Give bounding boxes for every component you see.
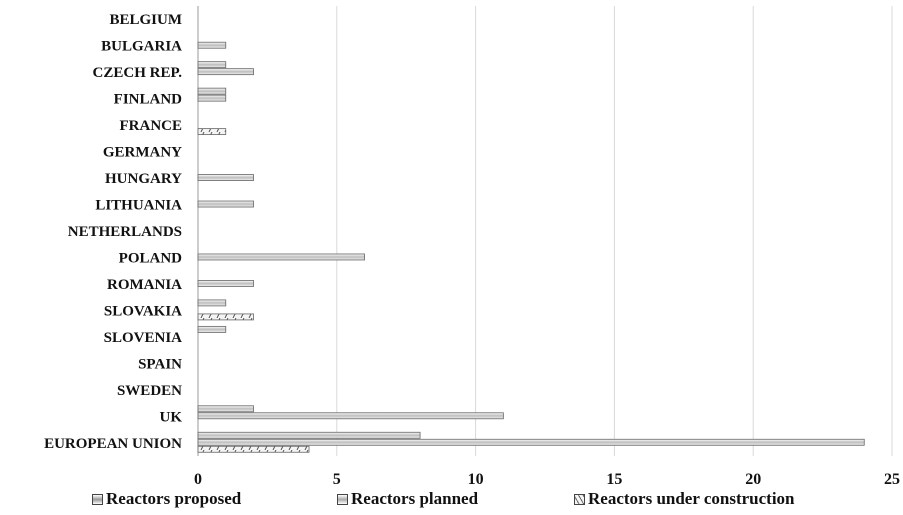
x-tick-label: 0 <box>194 471 202 488</box>
bar-reactors-under-construction <box>197 313 254 321</box>
bar-reactors-planned <box>197 412 504 420</box>
bar-reactors-proposed <box>197 431 421 439</box>
category-label: SWEDEN <box>117 383 182 399</box>
x-tick-label: 5 <box>333 471 341 488</box>
bar-reactors-planned <box>197 174 254 181</box>
category-label: FRANCE <box>120 118 183 134</box>
category-label: EUROPEAN UNION <box>44 436 182 452</box>
x-tick-labels: 0 5 10 15 20 25 <box>194 471 900 488</box>
bar-reactors-planned <box>197 68 254 76</box>
bar-reactors-proposed <box>197 61 227 69</box>
bar-reactors-under-construction <box>197 128 227 136</box>
x-tick-label: 20 <box>745 471 761 488</box>
bar-reactors-proposed <box>197 325 227 333</box>
category-label: FINLAND <box>114 92 183 108</box>
x-tick-label: 15 <box>606 471 622 488</box>
legend-swatch-planned <box>337 493 348 505</box>
category-label: CZECH REP. <box>93 65 183 81</box>
bar-reactors-under-construction <box>197 445 310 453</box>
legend: Reactors proposed Reactors planned React… <box>0 489 903 513</box>
bar-reactors-planned <box>197 438 865 446</box>
legend-swatch-proposed <box>92 493 103 505</box>
category-label: SLOVENIA <box>104 330 183 346</box>
bar-reactors-planned <box>197 41 227 49</box>
category-label: ROMANIA <box>107 277 182 293</box>
bar-reactors-proposed <box>197 405 254 413</box>
category-label: HUNGARY <box>105 171 182 187</box>
category-label: NETHERLANDS <box>68 224 182 240</box>
category-label: POLAND <box>119 250 183 266</box>
category-label: LITHUANIA <box>95 198 182 214</box>
category-label: SPAIN <box>138 356 182 372</box>
bar-reactors-planned <box>197 94 227 102</box>
bars <box>197 41 865 453</box>
gridlines <box>197 6 893 456</box>
legend-swatch-construction <box>574 493 585 505</box>
category-label: BELGIUM <box>109 12 182 28</box>
category-label: BULGARIA <box>101 39 182 55</box>
category-label: GERMANY <box>103 145 182 161</box>
legend-item-proposed: Reactors proposed <box>92 489 241 509</box>
legend-item-construction: Reactors under construction <box>574 489 795 509</box>
category-labels: BELGIUM BULGARIA CZECH REP. FINLAND FRANCE GE… <box>44 12 182 452</box>
bar-reactors-planned <box>197 253 365 261</box>
category-label: SLOVAKIA <box>104 303 182 319</box>
bar-reactors-planned <box>197 200 254 208</box>
legend-item-planned: Reactors planned <box>337 489 478 509</box>
legend-label-proposed: Reactors proposed <box>106 489 242 508</box>
x-tick-label: 25 <box>884 471 900 488</box>
bar-reactors-planned <box>197 280 254 287</box>
legend-label-construction: Reactors under construction <box>588 489 795 508</box>
category-label: UK <box>160 409 183 425</box>
bar-reactors-proposed <box>197 87 227 95</box>
bar-reactors-proposed <box>197 299 227 307</box>
legend-label-planned: Reactors planned <box>351 489 479 508</box>
x-tick-label: 10 <box>468 471 484 488</box>
